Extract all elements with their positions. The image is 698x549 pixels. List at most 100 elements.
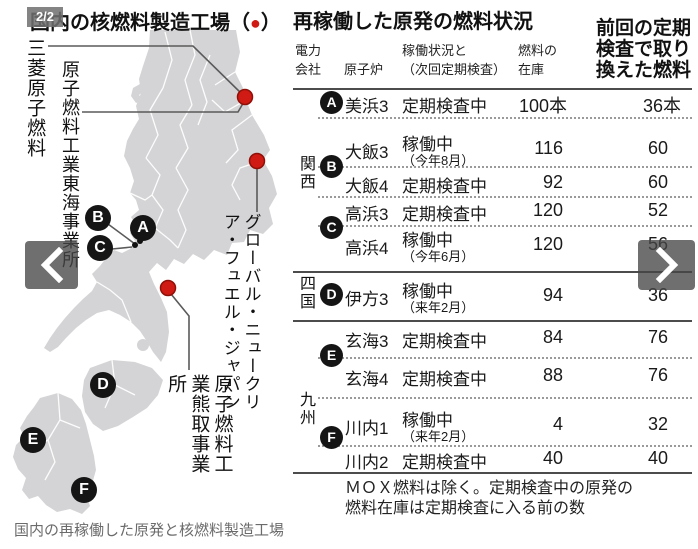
shikoku-landmass: [82, 360, 163, 431]
fuel-replaced: 36本: [642, 96, 681, 116]
table-rule: [293, 320, 692, 322]
fuel-replaced: 32: [647, 414, 668, 434]
map-title-close: ）: [260, 12, 281, 34]
label-gnf-japan: グローバル・ニュークリア・フュエル・ジャパン: [220, 213, 261, 411]
image-caption: 国内の再稼働した原発と核燃料製造工場: [14, 522, 285, 539]
table-rule: [318, 397, 692, 399]
table-title: 再稼働した原発の燃料状況: [293, 11, 533, 33]
fuel-replaced: 60: [647, 172, 668, 192]
table-marker-d: D: [320, 283, 343, 306]
table-footnote: ＭＯＸ燃料は除く。定期検査中の原発の 燃料在庫は定期検査に入る前の数: [345, 480, 634, 517]
header-reactor: 原子炉: [344, 62, 384, 77]
fuel-replaced: 40: [647, 448, 668, 468]
table-rule: [318, 117, 692, 119]
fuel-stock: 92: [542, 172, 563, 192]
map-marker-f: F: [71, 477, 97, 503]
reactor-name: 高浜4: [345, 239, 389, 258]
reactor-status: 稼働中: [402, 135, 453, 154]
next-image-button[interactable]: [638, 240, 695, 290]
factory-dot-gnf: [248, 152, 266, 170]
fuel-stock: 40: [542, 448, 563, 468]
map-marker-c: C: [87, 235, 113, 261]
reactor-status-sub: （今年8月）: [402, 153, 475, 168]
table-marker-f: F: [320, 426, 343, 449]
table-marker-c: C: [320, 216, 343, 239]
header-stock: 燃料の 在庫: [518, 43, 558, 77]
reactor-status: 稼働中: [402, 411, 453, 430]
reactor-status: 稼働中: [402, 231, 453, 250]
reactor-status: 定期検査中: [402, 332, 487, 351]
reactor-name: 玄海3: [345, 332, 389, 351]
honshu-landmass: [44, 30, 277, 362]
reactor-name: 美浜3: [345, 97, 389, 116]
header-replaced: 前回の定期 検査で取り 換えた燃料: [596, 18, 692, 81]
chevron-left-icon: [40, 247, 63, 283]
reactor-site-dot: [132, 242, 138, 248]
fuel-replaced: 76: [647, 365, 668, 385]
table-rule: [318, 166, 692, 168]
fuel-stock: 88: [542, 365, 563, 385]
fuel-stock: 84: [542, 327, 563, 347]
label-nfi-kumatori: 原子燃料工業熊取事業所: [165, 374, 233, 474]
reactor-status: 定期検査中: [402, 205, 487, 224]
table-marker-b: B: [320, 155, 343, 178]
table-rule: [318, 196, 692, 198]
label-mitsubishi-nuclear-fuel: 三菱原子燃料: [24, 38, 46, 158]
fuel-replaced: 36: [647, 285, 668, 305]
factory-dot-tokai: [236, 88, 254, 106]
sado-island: [131, 84, 145, 103]
reactor-status: 稼働中: [402, 282, 453, 301]
red-dot-legend-icon: ●: [250, 13, 261, 33]
label-nfi-tokai: 原子燃料工業東海事業所: [59, 60, 80, 269]
fuel-factory-dots: [159, 88, 266, 297]
map-title-text: 国内の核燃料製造工場（: [30, 12, 250, 34]
fuel-stock: 116: [534, 138, 563, 158]
map-marker-a: A: [130, 215, 156, 241]
chevron-right-icon: [655, 247, 678, 283]
map-marker-d: D: [90, 372, 116, 398]
table-rule: [318, 225, 692, 227]
map-marker-e: E: [20, 427, 46, 453]
company-kyushu: 九州: [297, 391, 314, 427]
company-kansai: 関西: [297, 155, 314, 191]
reactor-status-sub: （来年2月）: [402, 300, 475, 315]
table-marker-a: A: [320, 91, 343, 114]
reactor-name: 伊方3: [345, 290, 389, 309]
fuel-replaced: 52: [647, 200, 668, 220]
reactor-name: 大飯4: [345, 177, 389, 196]
prev-image-button[interactable]: [25, 241, 78, 289]
reactor-status: 定期検査中: [402, 177, 487, 196]
table-rule: [293, 472, 692, 474]
fuel-stock: 100本: [518, 96, 567, 116]
reactor-status: 定期検査中: [402, 453, 487, 472]
map-title: 国内の核燃料製造工場（●）: [30, 6, 281, 35]
reactor-name: 大飯3: [345, 143, 389, 162]
reactor-name: 川内2: [345, 453, 389, 472]
fuel-stock: 4: [552, 414, 563, 434]
table-rule: [293, 88, 692, 90]
factory-dot-kumatori: [159, 279, 177, 297]
reactor-status: 定期検査中: [402, 370, 487, 389]
awaji-island: [137, 339, 149, 351]
fuel-replaced: 76: [647, 327, 668, 347]
japan-map: [13, 29, 277, 514]
fuel-stock: 120: [532, 200, 563, 220]
table-rule: [318, 445, 692, 447]
reactor-name: 玄海4: [345, 370, 389, 389]
fuel-stock: 120: [532, 234, 563, 254]
map-marker-b: B: [85, 205, 111, 231]
header-status: 稼働状況と （次回定期検査）: [402, 43, 507, 77]
company-shikoku: 四国: [297, 275, 314, 311]
reactor-status-sub: （今年6月）: [402, 249, 475, 264]
fuel-stock: 94: [542, 285, 563, 305]
header-company: 電力 会社: [295, 43, 322, 77]
table-rule: [293, 271, 692, 273]
reactor-status-sub: （来年2月）: [402, 429, 475, 444]
reactor-name: 高浜3: [345, 205, 389, 224]
table-marker-e: E: [320, 344, 343, 367]
reactor-status: 定期検査中: [402, 97, 487, 116]
table-rule: [318, 357, 692, 359]
fuel-replaced: 60: [647, 138, 668, 158]
pagination-badge: 2/2: [27, 7, 63, 27]
